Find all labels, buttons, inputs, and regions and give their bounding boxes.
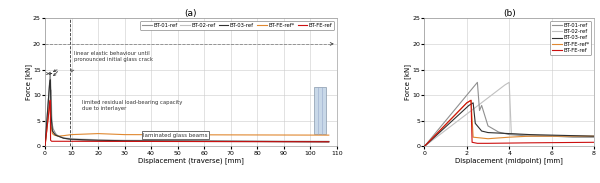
Text: linear elastic behaviour until
pronounced initial glass crack: linear elastic behaviour until pronounce… (74, 51, 153, 62)
Legend: BT-01-ref, BT-02-ref, BT-03-ref, BT-FE-ref*, BT-FE-ref: BT-01-ref, BT-02-ref, BT-03-ref, BT-FE-r… (140, 21, 334, 30)
Title: (b): (b) (503, 9, 515, 18)
X-axis label: Displacement (traverse) [mm]: Displacement (traverse) [mm] (138, 157, 244, 164)
Title: (a): (a) (185, 9, 197, 18)
Bar (314, 87, 326, 134)
Text: limited residual load-bearing capacity
due to interlayer: limited residual load-bearing capacity d… (82, 100, 182, 111)
Y-axis label: Force [kN]: Force [kN] (404, 64, 411, 100)
Legend: BT-01-ref, BT-02-ref, BT-03-ref, BT-FE-ref*, BT-FE-ref: BT-01-ref, BT-02-ref, BT-03-ref, BT-FE-r… (550, 21, 592, 55)
X-axis label: Displacement (midpoint) [mm]: Displacement (midpoint) [mm] (455, 157, 563, 164)
Y-axis label: Force [kN]: Force [kN] (25, 64, 32, 100)
Text: laminated glass beams: laminated glass beams (143, 133, 208, 138)
